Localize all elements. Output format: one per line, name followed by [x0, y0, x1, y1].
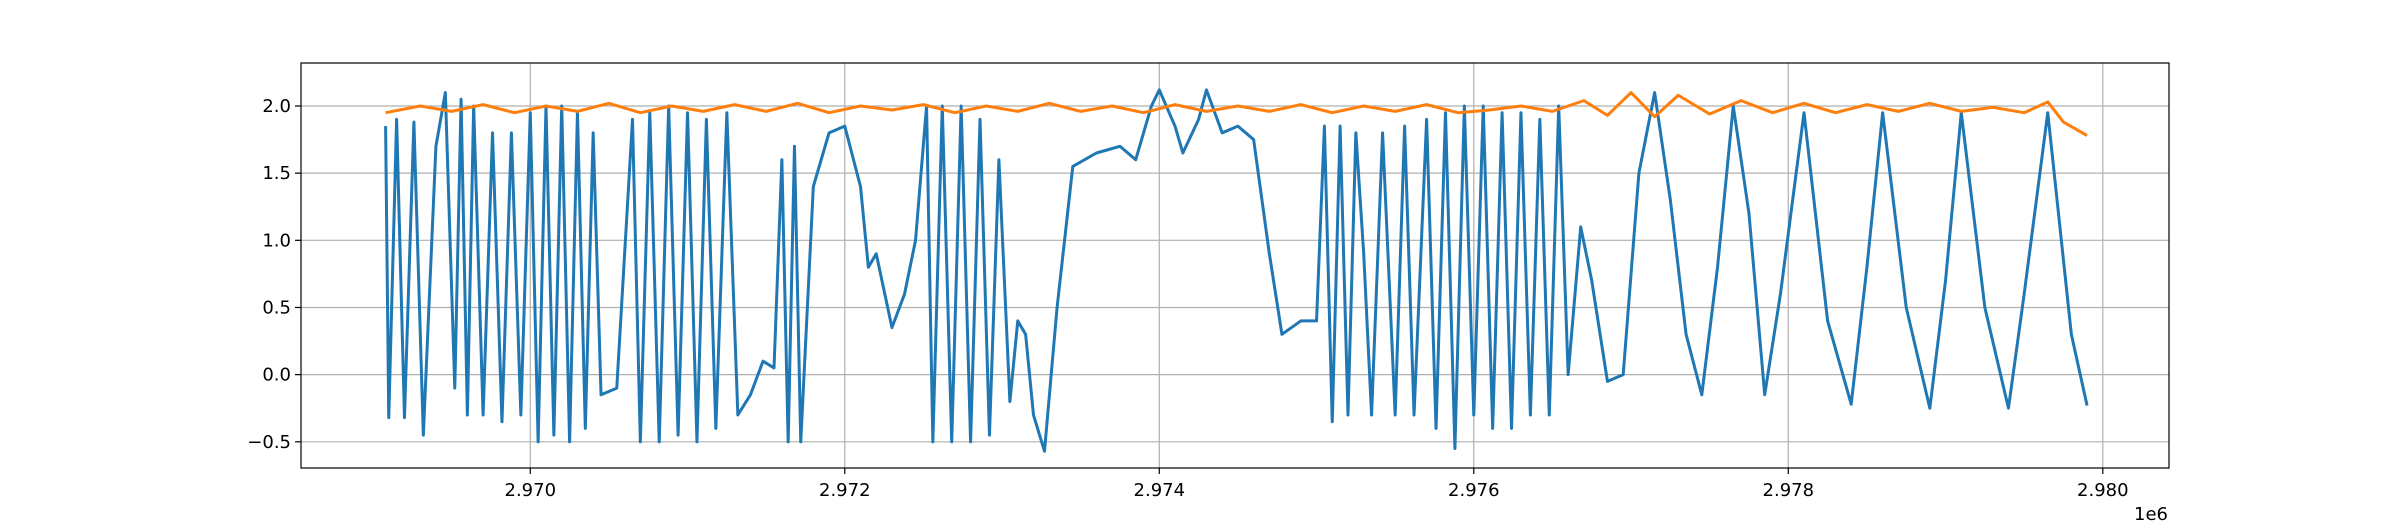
x-tick-label: 2.970	[505, 480, 557, 501]
x-tick-label: 2.976	[1448, 480, 1500, 501]
x-tick-label: 2.980	[2077, 480, 2129, 501]
y-tick-label: 0.0	[262, 365, 291, 386]
plot-frame	[300, 62, 2170, 469]
y-tick-label: 1.5	[262, 163, 291, 184]
x-tick-label: 2.978	[1763, 480, 1815, 501]
y-tick-label: −0.5	[247, 432, 291, 453]
x-tick-label: 2.972	[819, 480, 871, 501]
x-offset-label: 1e6	[2134, 504, 2168, 525]
series-line	[384, 88, 2089, 453]
y-tick-label: 0.5	[262, 297, 291, 318]
y-tick-label: 2.0	[262, 96, 291, 117]
series-line	[385, 91, 2088, 137]
y-tick-label: 1.0	[262, 230, 291, 251]
x-tick-label: 2.974	[1134, 480, 1186, 501]
